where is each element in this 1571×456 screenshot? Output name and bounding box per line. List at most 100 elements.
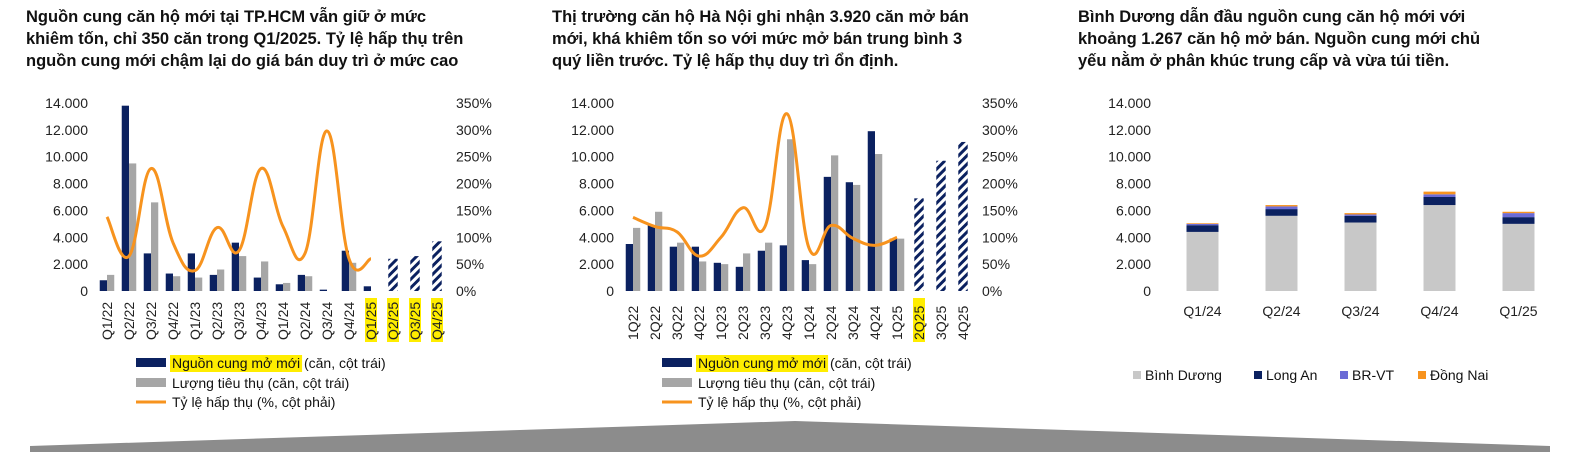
y-tick-label: 2.000 — [1116, 256, 1151, 272]
y-left-tick-label: 4.000 — [579, 229, 614, 245]
x-tick-label: 4Q23 — [779, 306, 795, 340]
chart-panel-southern-provinces: Bình Dương dẫn đầu nguồn cung căn hộ mới… — [1078, 0, 1571, 420]
category-highlight — [365, 298, 377, 342]
line-absorption — [632, 112, 898, 258]
y-tick-label: 6.000 — [1116, 202, 1151, 218]
bar-supply — [341, 250, 349, 291]
legend-label-br-vt: BR-VT — [1352, 367, 1394, 383]
bar-supply — [297, 274, 305, 291]
category-highlight — [913, 298, 925, 342]
bar-supply — [735, 266, 743, 291]
bar-sales — [217, 269, 225, 291]
bar-sales — [677, 242, 685, 291]
x-tick-label: Q1/24 — [275, 302, 291, 340]
bar-supply — [231, 242, 239, 291]
bar-segment-binh-duong — [1344, 222, 1377, 291]
x-tick-label: 2Q25 — [911, 306, 927, 340]
x-tick-label: 1Q23 — [713, 306, 729, 340]
category-highlight — [409, 298, 421, 342]
title-line: nguồn cung mới chậm lại do giá bán duy t… — [26, 52, 459, 70]
legend-swatch-br-vt — [1340, 371, 1348, 379]
bar-supply — [757, 250, 765, 291]
x-tick-label: Q3/24 — [319, 302, 335, 340]
x-tick-label: Q3/22 — [143, 302, 159, 340]
title-line: yếu nằm ở phân khúc trung cấp và vừa túi… — [1078, 52, 1450, 70]
bar-segment-binh-duong — [1265, 215, 1298, 291]
legend-label-highlight: Nguồn cung mở mới — [698, 355, 826, 371]
y-right-tick-label: 100% — [456, 229, 492, 245]
y-right-tick-label: 100% — [982, 229, 1018, 245]
x-tick-label: Q1/22 — [99, 302, 115, 340]
legend-swatch-dong-nai — [1418, 371, 1426, 379]
title-line: Bình Dương dẫn đầu nguồn cung căn hộ mới… — [1078, 8, 1466, 26]
y-left-tick-label: 12.000 — [571, 122, 614, 138]
x-tick-label: 3Q24 — [845, 306, 861, 340]
legend-swatch-supply — [662, 358, 692, 367]
chart-panel-hcmc: Nguồn cung căn hộ mới tại TP.HCM vẫn giữ… — [26, 0, 536, 420]
y-right-tick-label: 350% — [456, 95, 492, 111]
legend-highlight — [170, 355, 303, 372]
category-highlight — [387, 298, 399, 342]
bar-sales — [107, 274, 115, 291]
bar-segment-br-vt — [1423, 194, 1456, 197]
chart-hanoi: 0 2.000 4.000 6.000 8.000 10.000 12.000 14.000 0… — [571, 95, 1018, 410]
bar-supply — [275, 284, 283, 291]
y-left-tick-label: 14.000 — [571, 95, 614, 111]
footer-divider — [30, 421, 1550, 452]
bar-forecast — [914, 198, 924, 291]
y-right-tick-label: 200% — [456, 176, 492, 192]
x-tick-label: Q4/25 — [429, 302, 445, 340]
title-line: Thị trường căn hộ Hà Nội ghi nhận 3.920 … — [552, 8, 969, 26]
bar-supply — [209, 274, 217, 291]
y-right-tick-label: 0% — [456, 283, 476, 299]
legend-label-sales: Lượng tiêu thụ (căn, cột trái) — [172, 375, 349, 391]
x-tick-label: 4Q22 — [691, 306, 707, 340]
title-line: khoảng 1.267 căn hộ mở bán. Nguồn cung m… — [1078, 30, 1481, 48]
legend-swatch-sales — [136, 378, 166, 387]
y-left-tick-label: 10.000 — [45, 149, 88, 165]
bar-sales — [765, 242, 773, 291]
chart-title: Thị trường căn hộ Hà Nội ghi nhận 3.920 … — [552, 6, 1062, 72]
bar-sales — [809, 264, 817, 291]
y-right-tick-label: 300% — [982, 122, 1018, 138]
y-right-tick-label: 300% — [456, 122, 492, 138]
x-tick-label: Q2/25 — [385, 302, 401, 340]
bar-segment-dong-nai — [1502, 211, 1535, 214]
bar-segment-dong-nai — [1344, 213, 1377, 215]
chart-hcmc: 0 2.000 4.000 6.000 8.000 10.000 12.000 14.000 0… — [45, 95, 492, 410]
bar-segment-long-an — [1423, 197, 1456, 206]
bar-sales — [853, 184, 861, 291]
y-tick-label: 8.000 — [1116, 176, 1151, 192]
bar-sales — [129, 163, 137, 291]
y-left-tick-label: 6.000 — [579, 202, 614, 218]
x-tick-label: 3Q22 — [669, 306, 685, 340]
bar-supply — [669, 246, 677, 291]
legend-label-sales: Lượng tiêu thụ (căn, cột trái) — [698, 375, 875, 391]
bar-supply — [143, 253, 151, 291]
y-left-tick-label: 0 — [80, 283, 88, 299]
legend-label-absorption: Tỷ lệ hấp thụ (%, cột phải) — [172, 394, 335, 410]
bar-sales — [743, 253, 751, 291]
x-tick-label: Q2/22 — [121, 302, 137, 340]
bar-supply — [801, 260, 809, 291]
legend-swatch-long-an — [1254, 371, 1262, 379]
bar-segment-binh-duong — [1186, 231, 1219, 291]
x-tick-label: Q4/24 — [341, 302, 357, 340]
y-right-tick-label: 150% — [456, 202, 492, 218]
y-left-tick-label: 0 — [606, 283, 614, 299]
y-tick-label: 12.000 — [1108, 122, 1151, 138]
x-tick-label: Q1/23 — [187, 302, 203, 340]
legend-label-highlight: Nguồn cung mở mới — [172, 355, 300, 371]
y-left-tick-label: 8.000 — [579, 176, 614, 192]
category-highlight — [431, 298, 443, 342]
bar-supply — [867, 131, 875, 291]
x-tick-label: Q1/25 — [363, 302, 379, 340]
legend-swatch-supply — [136, 358, 166, 367]
x-tick-label: 2Q22 — [647, 306, 663, 340]
bar-sales — [349, 262, 357, 291]
bar-sales — [239, 256, 247, 291]
title-line: mới, khá khiêm tốn so với mức mở bán tru… — [552, 30, 963, 48]
bar-forecast — [388, 258, 398, 291]
bar-sales — [699, 261, 707, 291]
bar-segment-br-vt — [1344, 214, 1377, 216]
